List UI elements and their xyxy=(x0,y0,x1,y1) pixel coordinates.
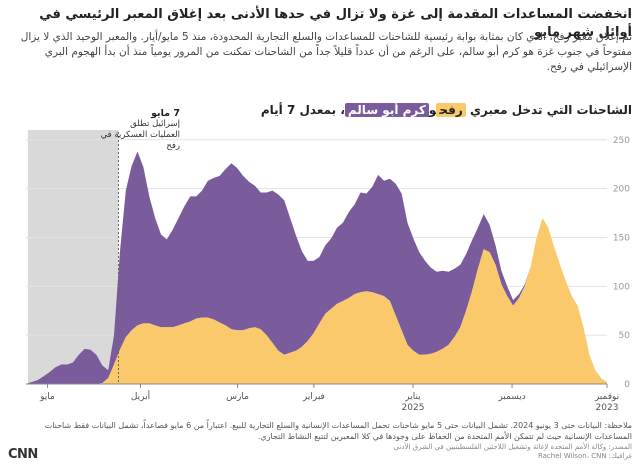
y-tick-label: 0 xyxy=(624,380,630,390)
chart-title-and: و xyxy=(428,103,437,117)
rafah-operation-shade xyxy=(27,130,119,384)
credit-text: غرافيك: Rachel Wilson، CNN xyxy=(537,452,632,460)
chart-title: الشاحنات التي تدخل معبري رفحوكرم أبو سال… xyxy=(261,101,632,119)
y-tick-label: 150 xyxy=(613,233,630,243)
annotation-date: 7 مايو xyxy=(151,108,180,119)
rafah-operation-annotation: 7 مايو إسرائيل تطلق العمليات العسكرية في… xyxy=(100,108,180,152)
x-tick-label: يناير xyxy=(404,392,421,402)
x-tick-label: فبراير xyxy=(302,392,325,402)
x-tick-label: مايو xyxy=(39,392,55,402)
y-tick-label: 250 xyxy=(613,136,630,146)
y-tick-label: 50 xyxy=(619,331,631,341)
chart-title-prefix: الشاحنات التي تدخل معبري xyxy=(470,103,632,117)
x-tick-label: أبريل xyxy=(131,390,150,402)
footnote: ملاحظة: البيانات حتى 3 يونيو 2024. تشمل … xyxy=(44,421,632,441)
series-kerem-shalom-area xyxy=(26,151,607,384)
x-tick-label: نوفمبر xyxy=(594,392,619,402)
cnn-logo: CNN xyxy=(8,447,38,462)
annotation-text: إسرائيل تطلق العمليات العسكرية في رفح xyxy=(100,119,180,151)
x-tick-year: 2023 xyxy=(596,403,619,413)
legend-rafah: رفح xyxy=(436,103,466,117)
y-tick-label: 100 xyxy=(613,282,630,292)
page-subtitle: تم إغلاق معبر رفح، الذي كان بمثابة بوابة… xyxy=(20,31,632,73)
y-tick-label: 200 xyxy=(613,185,630,195)
x-tick-label: ديسمبر xyxy=(497,392,525,402)
x-tick-year: 2025 xyxy=(402,403,425,413)
source-line: المصدر: وكالة الأمم المتحدة لإغاثة وتشغي… xyxy=(72,443,632,461)
x-tick-label: مارس xyxy=(226,392,249,402)
chart-title-suffix: ، بمعدل 7 أيام xyxy=(260,103,345,117)
legend-kerem-shalom: كرم أبو سالم xyxy=(344,103,429,117)
page-title: انخفضت المساعدات المقدمة إلى غزة ولا تزا… xyxy=(39,7,632,40)
series-rafah-area xyxy=(26,217,607,384)
source-text: المصدر: وكالة الأمم المتحدة لإغاثة وتشغي… xyxy=(393,443,632,451)
